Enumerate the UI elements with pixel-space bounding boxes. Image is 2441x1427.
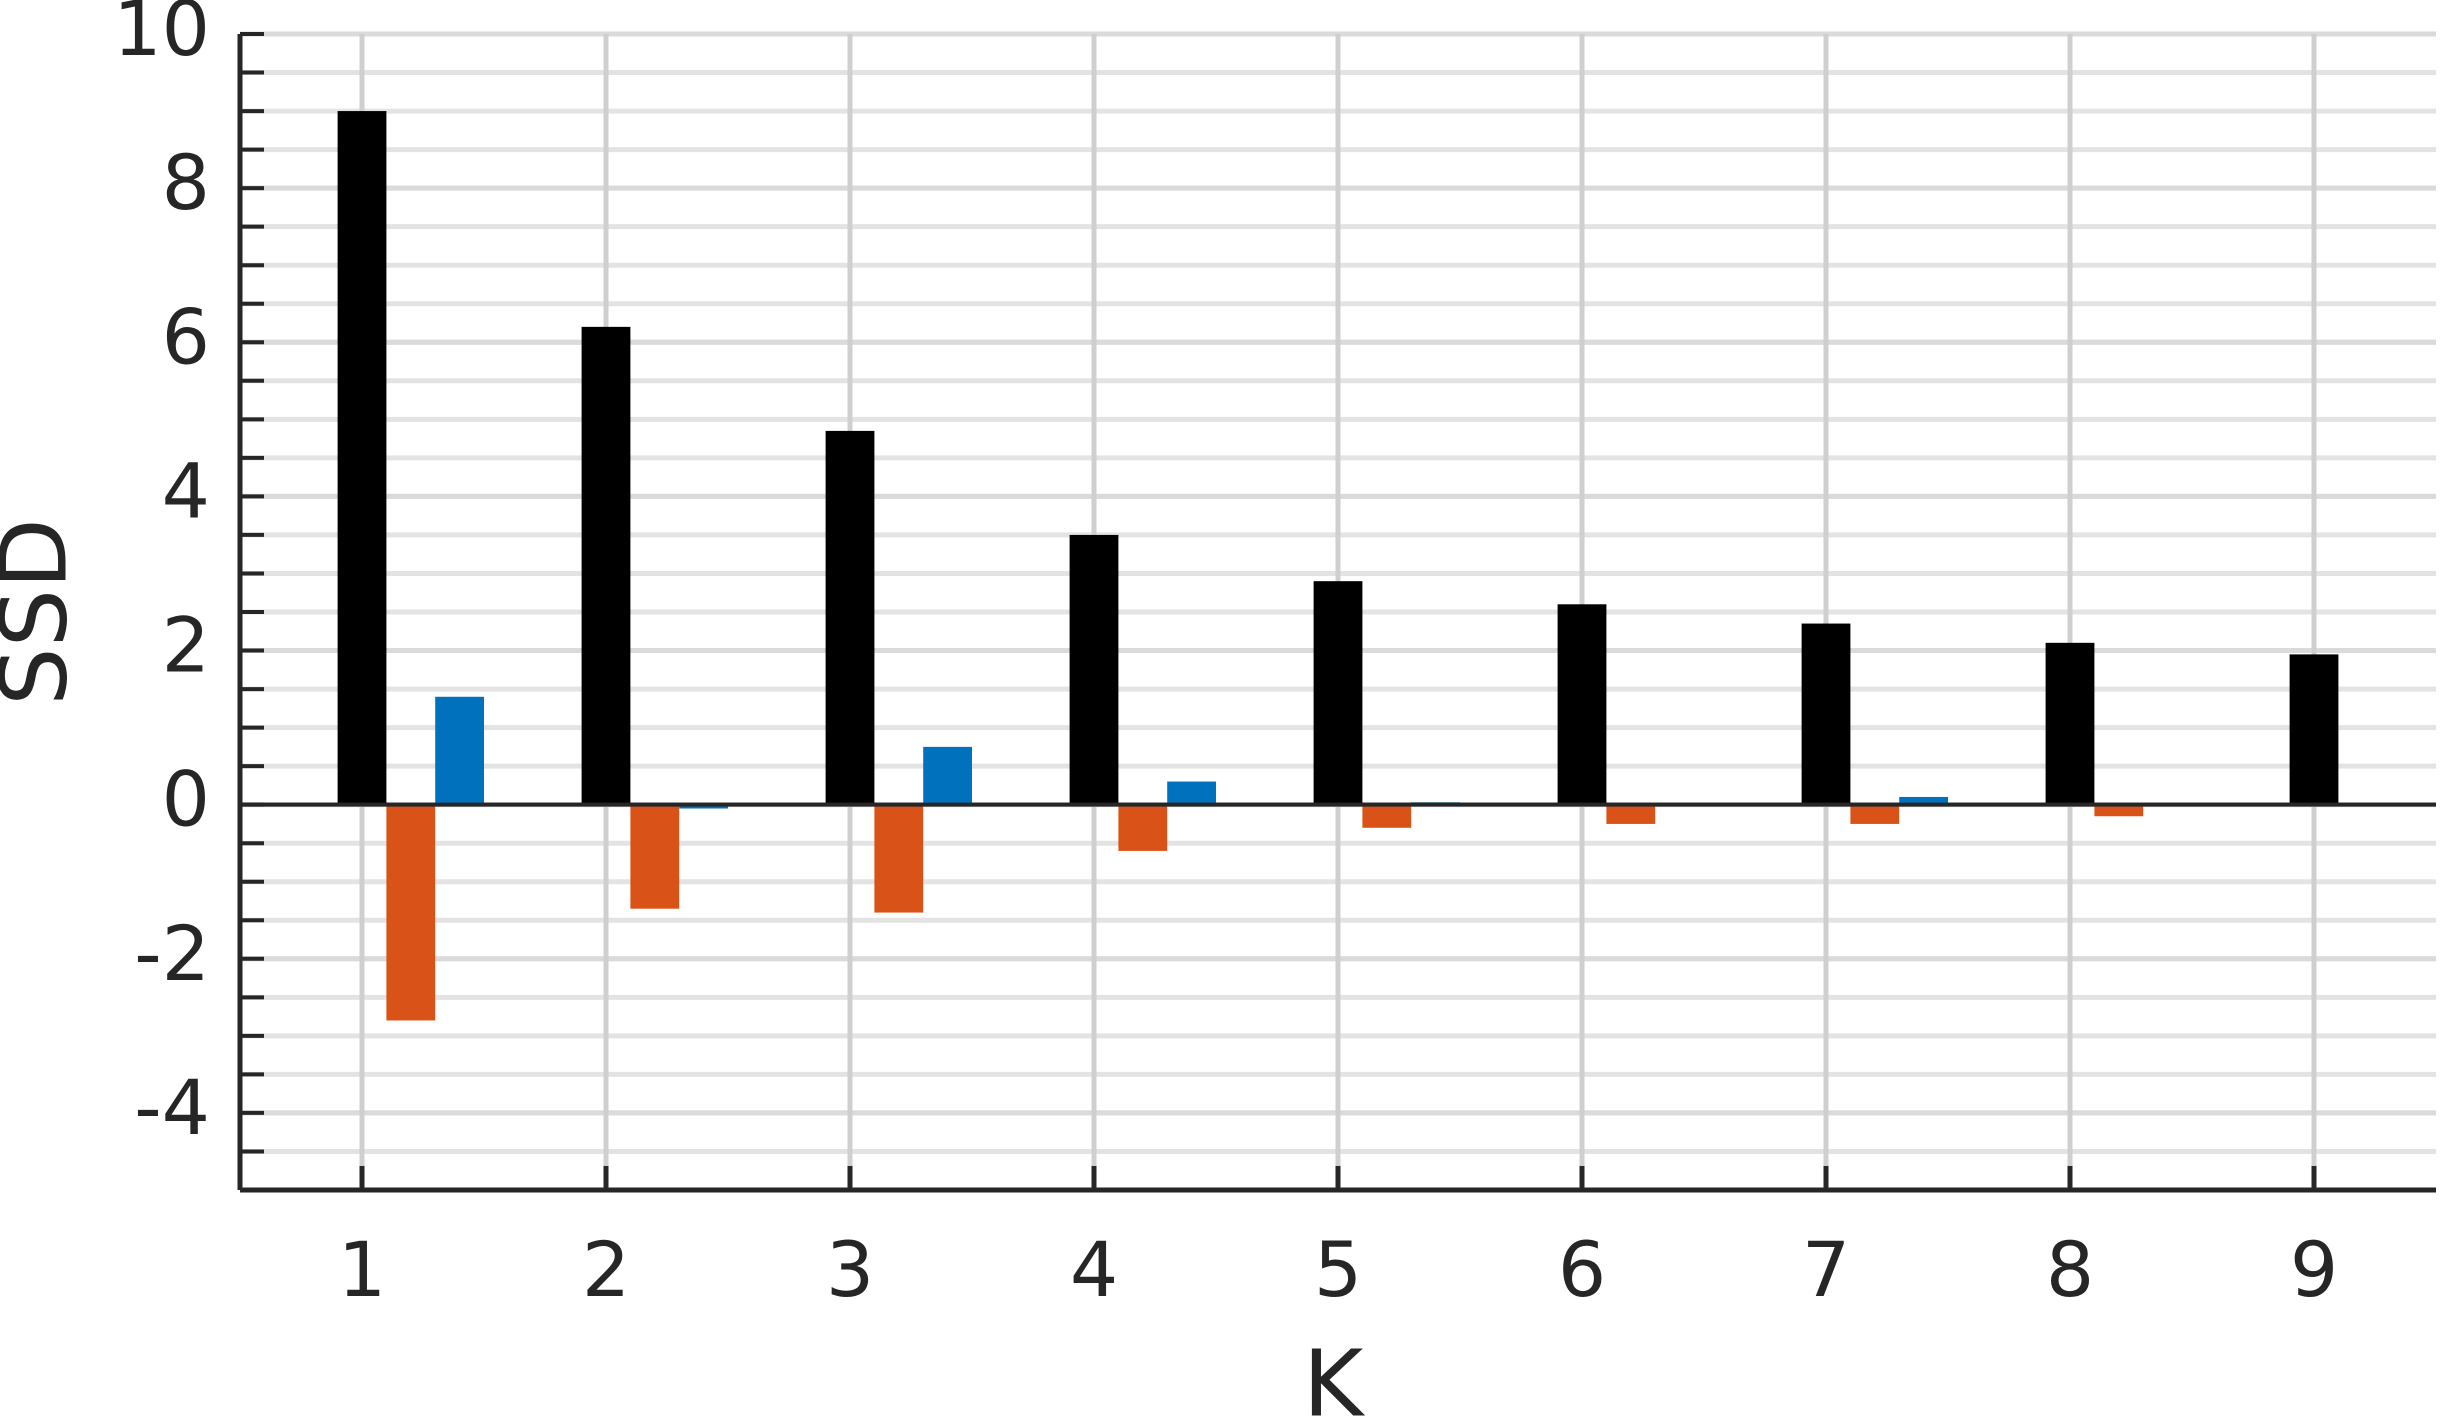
x-tick-label: 6 [1558,1225,1606,1314]
bar [1557,604,1607,805]
bar [435,696,484,805]
bar [874,804,924,913]
bar [2289,654,2339,805]
y-tick-label: 8 [162,138,210,227]
bar [1801,623,1851,805]
bar [386,804,436,1021]
bar [1850,804,1900,824]
bar [2045,642,2095,805]
x-axis-label: K [1303,1330,1366,1427]
bar [1606,804,1656,824]
bar [2094,804,2144,817]
x-tick-label: 1 [338,1225,386,1314]
x-tick-label: 4 [1070,1225,1118,1314]
x-tick-label: 7 [1802,1225,1850,1314]
y-axis-label: SSD [0,518,87,706]
x-tick-label: 3 [826,1225,874,1314]
bar [1118,804,1168,851]
x-tick-label: 9 [2290,1225,2338,1314]
bar [1899,796,1948,805]
y-tick-label: -2 [134,909,210,998]
y-tick-label: 2 [162,601,210,690]
bar [337,111,387,805]
x-tick-label: 5 [1314,1225,1362,1314]
bar [1069,534,1119,805]
y-tick-label: -4 [134,1063,210,1152]
bar [630,804,680,909]
y-tick-label: 10 [113,0,210,73]
bar [1167,781,1216,805]
x-tick-label: 8 [2046,1225,2094,1314]
bar [825,430,875,805]
x-tick-label: 2 [582,1225,630,1314]
bar [923,746,972,805]
bar [1313,581,1363,805]
y-tick-label: 4 [162,446,210,535]
bar [581,326,631,805]
y-tick-label: 6 [162,292,210,381]
bar [1362,804,1412,828]
y-tick-label: 0 [162,755,210,844]
